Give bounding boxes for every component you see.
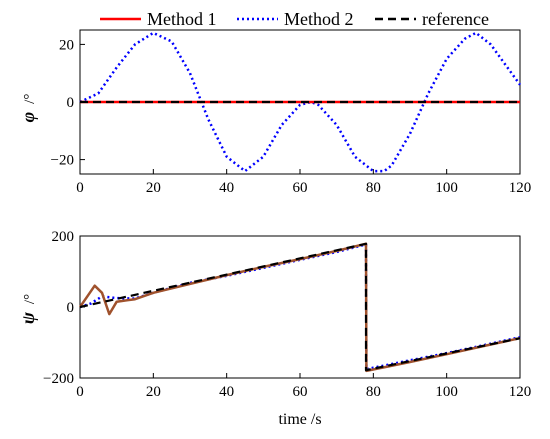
psi-unit: /° (22, 294, 38, 304)
x-tick-label: 0 (76, 384, 84, 400)
y-tick-label: 20 (59, 37, 74, 53)
x-tick-label: 100 (435, 180, 458, 196)
y-tick-label: 0 (67, 300, 75, 316)
x-tick-label: 80 (366, 384, 381, 400)
x-tick-label: 120 (509, 384, 532, 400)
y-tick-label: 0 (67, 95, 75, 111)
phi-unit: /° (22, 94, 38, 104)
x-tick-label: 100 (435, 384, 458, 400)
y-tick-label: −200 (43, 371, 74, 387)
series-method-2 (79, 243, 521, 371)
psi-symbol: ψ (18, 311, 38, 324)
y-tick-label: −20 (51, 153, 74, 169)
legend: Method 1 Method 2 reference (100, 9, 489, 29)
x-tick-label: 20 (146, 180, 161, 196)
x-tick-label: 40 (219, 180, 234, 196)
y-tick-label: 200 (52, 229, 75, 245)
x-tick-label: 20 (146, 384, 161, 400)
legend-label-reference: reference (422, 9, 489, 29)
psi-y-axis-label: ψ /° (18, 294, 38, 324)
legend-label-method2: Method 2 (284, 9, 354, 29)
legend-label-method1: Method 1 (147, 9, 217, 29)
psi-series (78, 242, 521, 373)
phi-series (79, 31, 522, 173)
phi-y-axis-label: φ /° (18, 94, 38, 123)
x-tick-label: 120 (509, 180, 532, 196)
x-tick-label: 60 (293, 180, 308, 196)
time-x-axis-label: time /s (278, 411, 321, 428)
x-tick-label: 0 (76, 180, 84, 196)
x-tick-label: 60 (293, 384, 308, 400)
series-method-2 (79, 31, 522, 173)
phi-symbol: φ (18, 112, 38, 123)
series-reference (79, 242, 521, 372)
x-tick-label: 40 (219, 384, 234, 400)
x-tick-label: 80 (366, 180, 381, 196)
